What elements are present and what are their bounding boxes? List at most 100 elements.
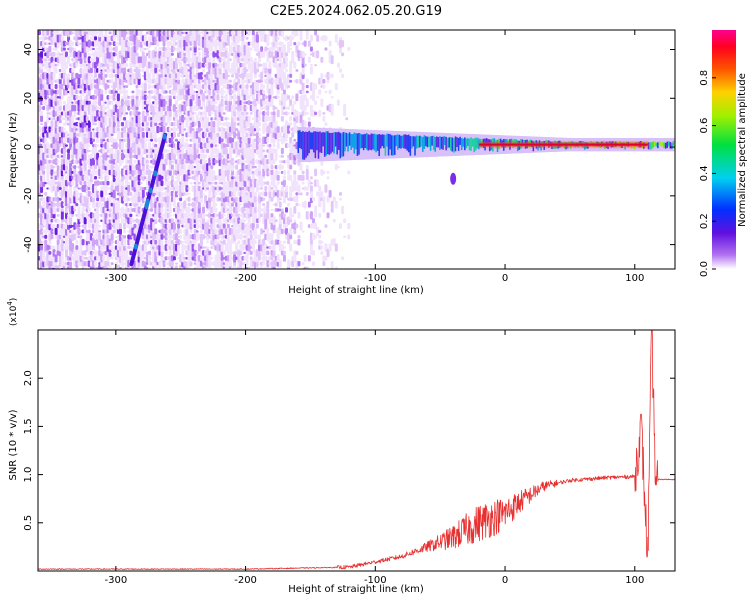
noise-cell [241,206,245,214]
signal-band-cell [353,132,357,154]
noise-cell [293,138,297,142]
noise-cell [50,184,54,193]
noise-cell [104,114,108,123]
noise-cell [293,253,297,263]
noise-cell [181,158,185,165]
noise-cell [208,93,212,102]
noise-cell [320,56,324,63]
noise-cell [206,116,210,121]
noise-cell [197,170,201,175]
noise-cell [262,89,266,94]
noise-cell [260,105,264,111]
noise-cell [199,106,203,110]
noise-cell [162,115,166,123]
noise-cell [102,196,106,202]
noise-cell [106,180,110,186]
noise-cell [301,82,305,91]
noise-cell [79,235,83,239]
noise-cell [282,175,286,181]
noise-cell [301,174,305,181]
noise-cell [228,79,232,83]
noise-cell [139,202,143,207]
noise-cell [46,96,50,99]
noise-cell [222,57,226,63]
signal-band-cell [362,134,366,151]
noise-cell [206,119,210,129]
noise-cell [255,218,259,224]
noise-cell [314,111,318,116]
noise-cell [255,135,259,145]
noise-cell [135,110,139,116]
noise-cell [318,201,322,208]
noise-cell [185,77,189,86]
noise-cell [260,187,264,190]
noise-cell [42,250,46,256]
noise-cell [185,67,189,74]
noise-cell [276,181,280,185]
noise-cell [330,55,334,65]
noise-cell [266,34,270,43]
noise-cell [295,181,299,186]
noise-cell [73,109,77,118]
noise-cell [235,206,239,214]
noise-cell [253,201,257,208]
noise-cell [64,237,68,247]
noise-cell [137,68,141,73]
noise-cell [268,61,272,69]
noise-cell [280,135,284,145]
noise-cell [48,232,52,241]
noise-cell [116,165,120,169]
noise-cell [183,56,187,64]
noise-cell [168,116,172,122]
signal-band-cell [306,132,310,156]
noise-cell [75,203,79,207]
noise-cell [123,56,127,64]
noise-cell [228,205,232,215]
noise-cell [191,68,195,73]
noise-cell [276,174,280,181]
noise-cell [168,57,172,63]
noise-cell [197,98,201,107]
noise-cell [87,94,91,100]
noise-cell [83,181,87,186]
noise-cell [123,229,127,234]
noise-cell [108,41,112,46]
noise-cell [52,223,56,229]
noise-cell [162,40,166,47]
noise-cell [268,189,272,198]
noise-cell [316,34,320,42]
noise-cell [201,217,205,225]
noise-cell [75,255,79,261]
noise-cell [44,95,48,100]
noise-cell [148,174,152,182]
noise-cell [245,111,249,115]
noise-cell [96,180,100,186]
noise-cell [191,111,195,116]
noise-cell [156,89,160,95]
noise-cell [253,227,257,236]
noise-cell [216,93,220,101]
noise-cell [60,175,64,180]
noise-cell [289,243,293,252]
noise-cell [164,158,168,166]
noise-cell [137,77,141,86]
noise-cell [262,230,266,233]
noise-cell [129,147,133,155]
noise-cell [210,206,214,214]
noise-cell [73,100,77,106]
noise-cell [87,120,91,128]
noise-cell [264,154,268,159]
signal-band-cell [313,131,316,153]
noise-cell [183,200,187,209]
noise-cell [50,120,54,128]
noise-cell [320,250,324,255]
noise-cell [332,196,336,203]
noise-cell [79,203,83,207]
noise-cell [143,115,147,122]
noise-cell [305,112,309,115]
noise-cell [104,184,108,193]
noise-cell [75,72,79,79]
noise-cell [100,175,104,180]
noise-cell [185,40,189,47]
noise-cell [287,240,291,245]
